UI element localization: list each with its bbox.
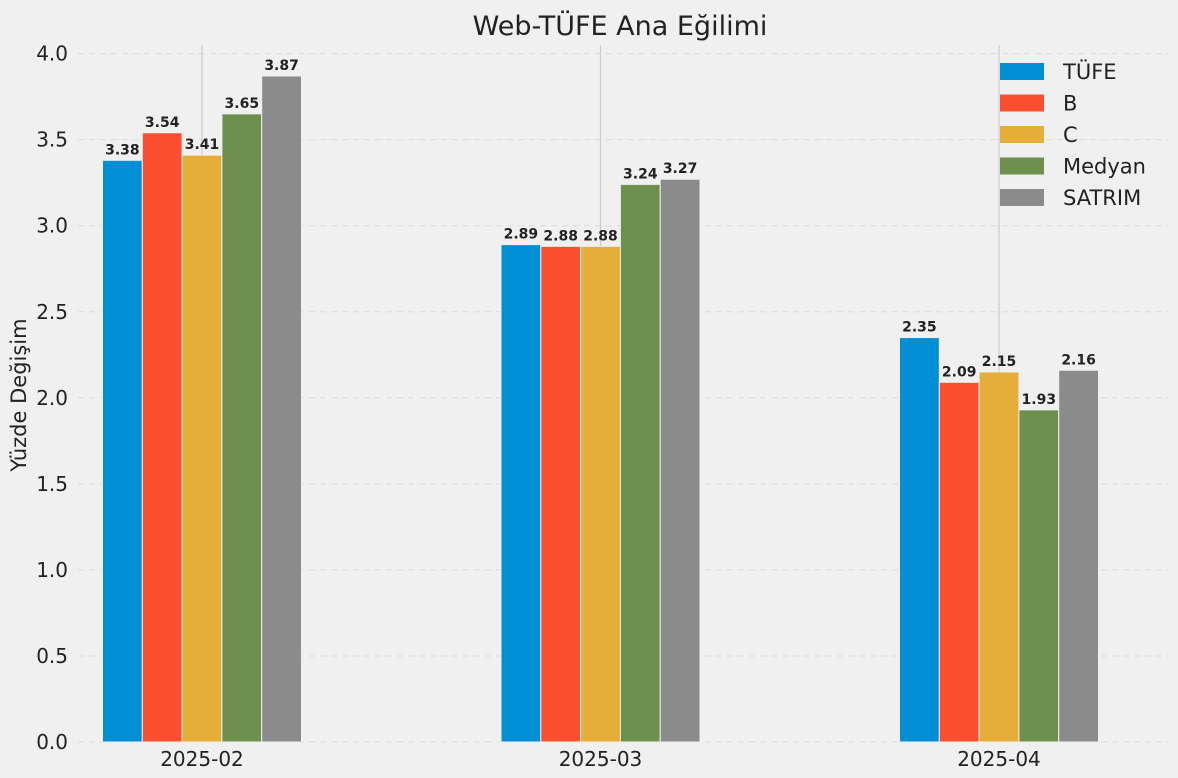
y-tick-label: 0.0 — [36, 730, 68, 754]
bars — [102, 75, 1099, 743]
y-tick-label: 2.5 — [36, 300, 68, 324]
bar-value-label: 3.38 — [105, 142, 140, 158]
bar-value-label: 3.27 — [663, 161, 698, 177]
bar-value-label: 2.16 — [1061, 352, 1096, 368]
bar — [102, 159, 143, 743]
bar-value-label: 1.93 — [1022, 392, 1057, 408]
bar — [1018, 409, 1060, 743]
bar-value-label: 3.54 — [145, 115, 180, 131]
bar — [261, 75, 303, 743]
bar — [938, 381, 980, 743]
y-tick-label: 1.5 — [36, 472, 68, 496]
legend-label: SATRIM — [1063, 186, 1141, 210]
legend-item[interactable]: TÜFE — [1000, 59, 1117, 84]
bar-value-label: 2.35 — [902, 320, 937, 336]
bar — [659, 178, 701, 743]
bar — [619, 183, 661, 743]
legend-label: TÜFE — [1062, 59, 1117, 84]
y-tick-label: 4.0 — [36, 42, 68, 66]
bar — [899, 337, 940, 743]
y-tick-label: 3.0 — [36, 214, 68, 238]
bar-value-label: 2.09 — [942, 364, 977, 380]
legend[interactable]: TÜFE BC Medyan SATRIM — [1000, 59, 1146, 210]
bar — [221, 113, 263, 743]
chart-title: Web-TÜFE Ana Eğilimi — [473, 10, 768, 42]
y-tick-label: 3.5 — [36, 128, 68, 152]
legend-item[interactable]: SATRIM — [1000, 186, 1141, 210]
x-tick-label: 2025-02 — [160, 747, 244, 771]
bar-value-label: 3.65 — [225, 96, 260, 112]
y-tick-label: 0.5 — [36, 644, 68, 668]
bar — [978, 371, 1020, 743]
legend-swatch — [1000, 63, 1044, 80]
bar — [500, 244, 542, 743]
bar-value-label: 2.15 — [982, 354, 1017, 370]
legend-label: Medyan — [1063, 155, 1146, 179]
legend-swatch — [1000, 157, 1044, 175]
bar — [141, 132, 183, 743]
bar — [181, 154, 223, 743]
bar-value-label: 3.41 — [185, 137, 220, 153]
y-axis-label: Yüzde Değişim — [7, 318, 31, 472]
bar-value-label: 3.87 — [264, 58, 299, 74]
legend-item[interactable]: B — [1000, 92, 1077, 116]
x-axis-ticks: 2025-02 2025-03 2025-04 — [160, 747, 1041, 771]
legend-swatch — [1000, 189, 1044, 206]
bar-value-label: 2.89 — [504, 227, 539, 243]
x-tick-label: 2025-04 — [957, 747, 1041, 771]
legend-item[interactable]: Medyan — [1000, 155, 1146, 179]
y-tick-label: 2.0 — [36, 386, 68, 410]
bar-value-label: 3.24 — [623, 166, 658, 182]
bar — [540, 245, 582, 743]
legend-swatch — [1000, 126, 1044, 143]
y-tick-label: 1.0 — [36, 558, 68, 582]
legend-swatch — [1000, 94, 1044, 112]
legend-label: C — [1063, 123, 1078, 147]
bar-value-label: 2.88 — [583, 228, 618, 244]
value-labels: 3.383.543.413.653.872.89 2.88 2.883.24 3.27… — [105, 58, 1096, 408]
bar — [1058, 369, 1099, 743]
legend-label: B — [1063, 92, 1077, 116]
legend-item[interactable]: C — [1000, 123, 1078, 147]
y-axis-ticks: 0.0 0.5 1.0 1.5 2.0 2.5 3.0 3.5 4.0 — [36, 42, 68, 754]
bar-value-label: 2.88 — [543, 228, 578, 244]
x-tick-label: 2025-03 — [559, 747, 643, 771]
bar — [580, 245, 621, 743]
